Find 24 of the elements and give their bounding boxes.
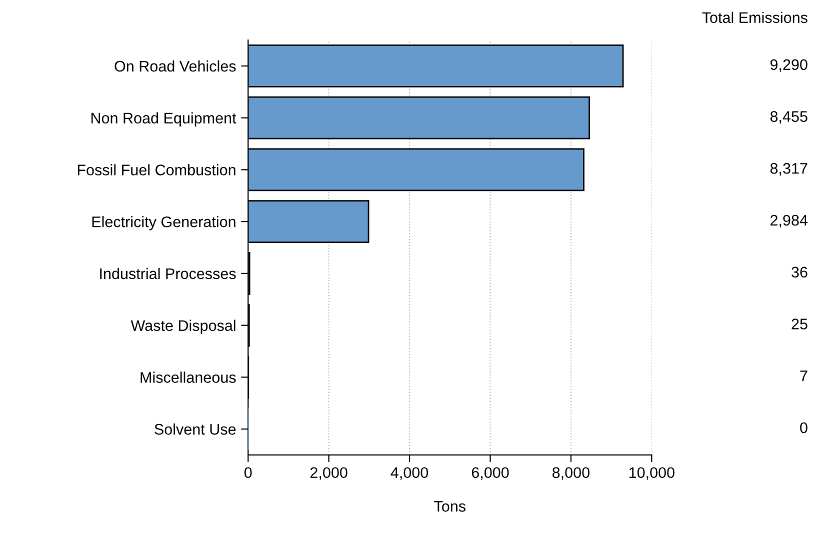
y-tick-label: Non Road Equipment: [91, 112, 236, 127]
data-label: 25: [792, 318, 808, 330]
y-tick-label: Electricity Generation: [92, 216, 236, 230]
data-label: 0: [800, 422, 808, 434]
y-tick-label: Waste Disposal: [130, 320, 236, 334]
data-label: 9,290: [770, 59, 808, 72]
y-tick-label: On Road Vehicles: [114, 60, 236, 72]
y-tick-label: Fossil Fuel Combustion: [78, 164, 236, 176]
y-tick-label: Solvent Use: [154, 424, 236, 435]
x-tick-label: 8,000: [552, 467, 590, 480]
x-tick-label: 0: [244, 467, 252, 478]
text: Total Emissions: [702, 12, 808, 24]
x-tick-label: 2,000: [310, 467, 348, 480]
y-tick-label: Industrial Processes: [100, 268, 236, 280]
x-tick-label: 10,000: [629, 467, 674, 480]
x-tick-label: 6,000: [472, 467, 509, 480]
data-label: 36: [792, 266, 808, 278]
data-label: 8,317: [770, 162, 808, 176]
data-label: 7: [800, 370, 808, 382]
data-label: 8,455: [770, 111, 808, 124]
x-tick-label: 4,000: [390, 467, 428, 480]
x-axis-title: Tons: [434, 501, 466, 512]
data-label: 2,984: [770, 214, 808, 228]
y-tick-label: Miscellaneous: [140, 372, 236, 383]
